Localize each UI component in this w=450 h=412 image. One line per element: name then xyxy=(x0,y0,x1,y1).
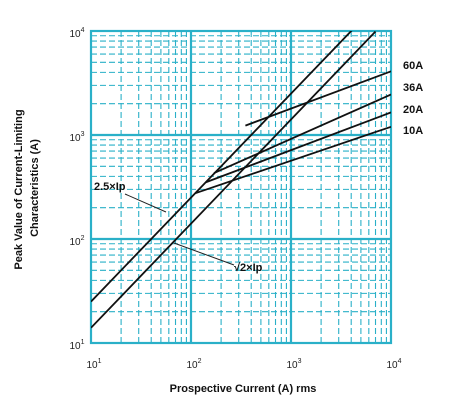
plot-frame xyxy=(89,29,393,345)
series-line-20a xyxy=(205,111,391,184)
annotation-leader-sqrt2-x-ip xyxy=(173,242,235,266)
annotation-sqrt2-x-ip: √2×Ip xyxy=(234,262,263,274)
x-tick-label: 103 xyxy=(286,358,301,371)
y-tick-label: 103 xyxy=(69,131,84,144)
annotation-2-5x-ip: 2.5×Ip xyxy=(94,181,126,193)
series-line-60a xyxy=(245,70,391,127)
y-tick-label: 102 xyxy=(69,235,84,248)
x-tick-labels: 101 102 103 104 xyxy=(86,358,401,371)
series-label-60a: 60A xyxy=(403,60,423,72)
reference-line-2-5x-ip xyxy=(91,31,353,303)
x-tick-label: 101 xyxy=(86,358,101,371)
y-axis-label-line-1: Peak Value of Current-Limiting xyxy=(13,109,25,269)
y-tick-label: 104 xyxy=(69,27,84,40)
series-label-10a: 10A xyxy=(403,125,423,137)
series-labels: 60A 36A 20A 10A xyxy=(403,60,423,137)
series-label-36a: 36A xyxy=(403,82,423,94)
annotations: 2.5×Ip √2×Ip xyxy=(94,181,263,274)
x-axis-label: Prospective Current (A) rms xyxy=(170,383,317,395)
y-axis-label-line-2: Characteristics (A) xyxy=(29,139,41,237)
annotation-leader-2-5x-ip xyxy=(124,193,167,213)
plot-lines xyxy=(91,31,391,329)
series-line-10a xyxy=(194,125,391,195)
series-line-36a xyxy=(213,93,391,174)
y-tick-labels: 101 102 103 104 xyxy=(69,27,84,352)
x-tick-label: 104 xyxy=(386,358,401,371)
series-label-20a: 20A xyxy=(403,104,423,116)
plot-grid xyxy=(89,29,393,345)
y-axis-label: Peak Value of Current-Limiting Character… xyxy=(13,106,41,269)
x-tick-label: 102 xyxy=(186,358,201,371)
y-tick-label: 101 xyxy=(69,339,84,352)
